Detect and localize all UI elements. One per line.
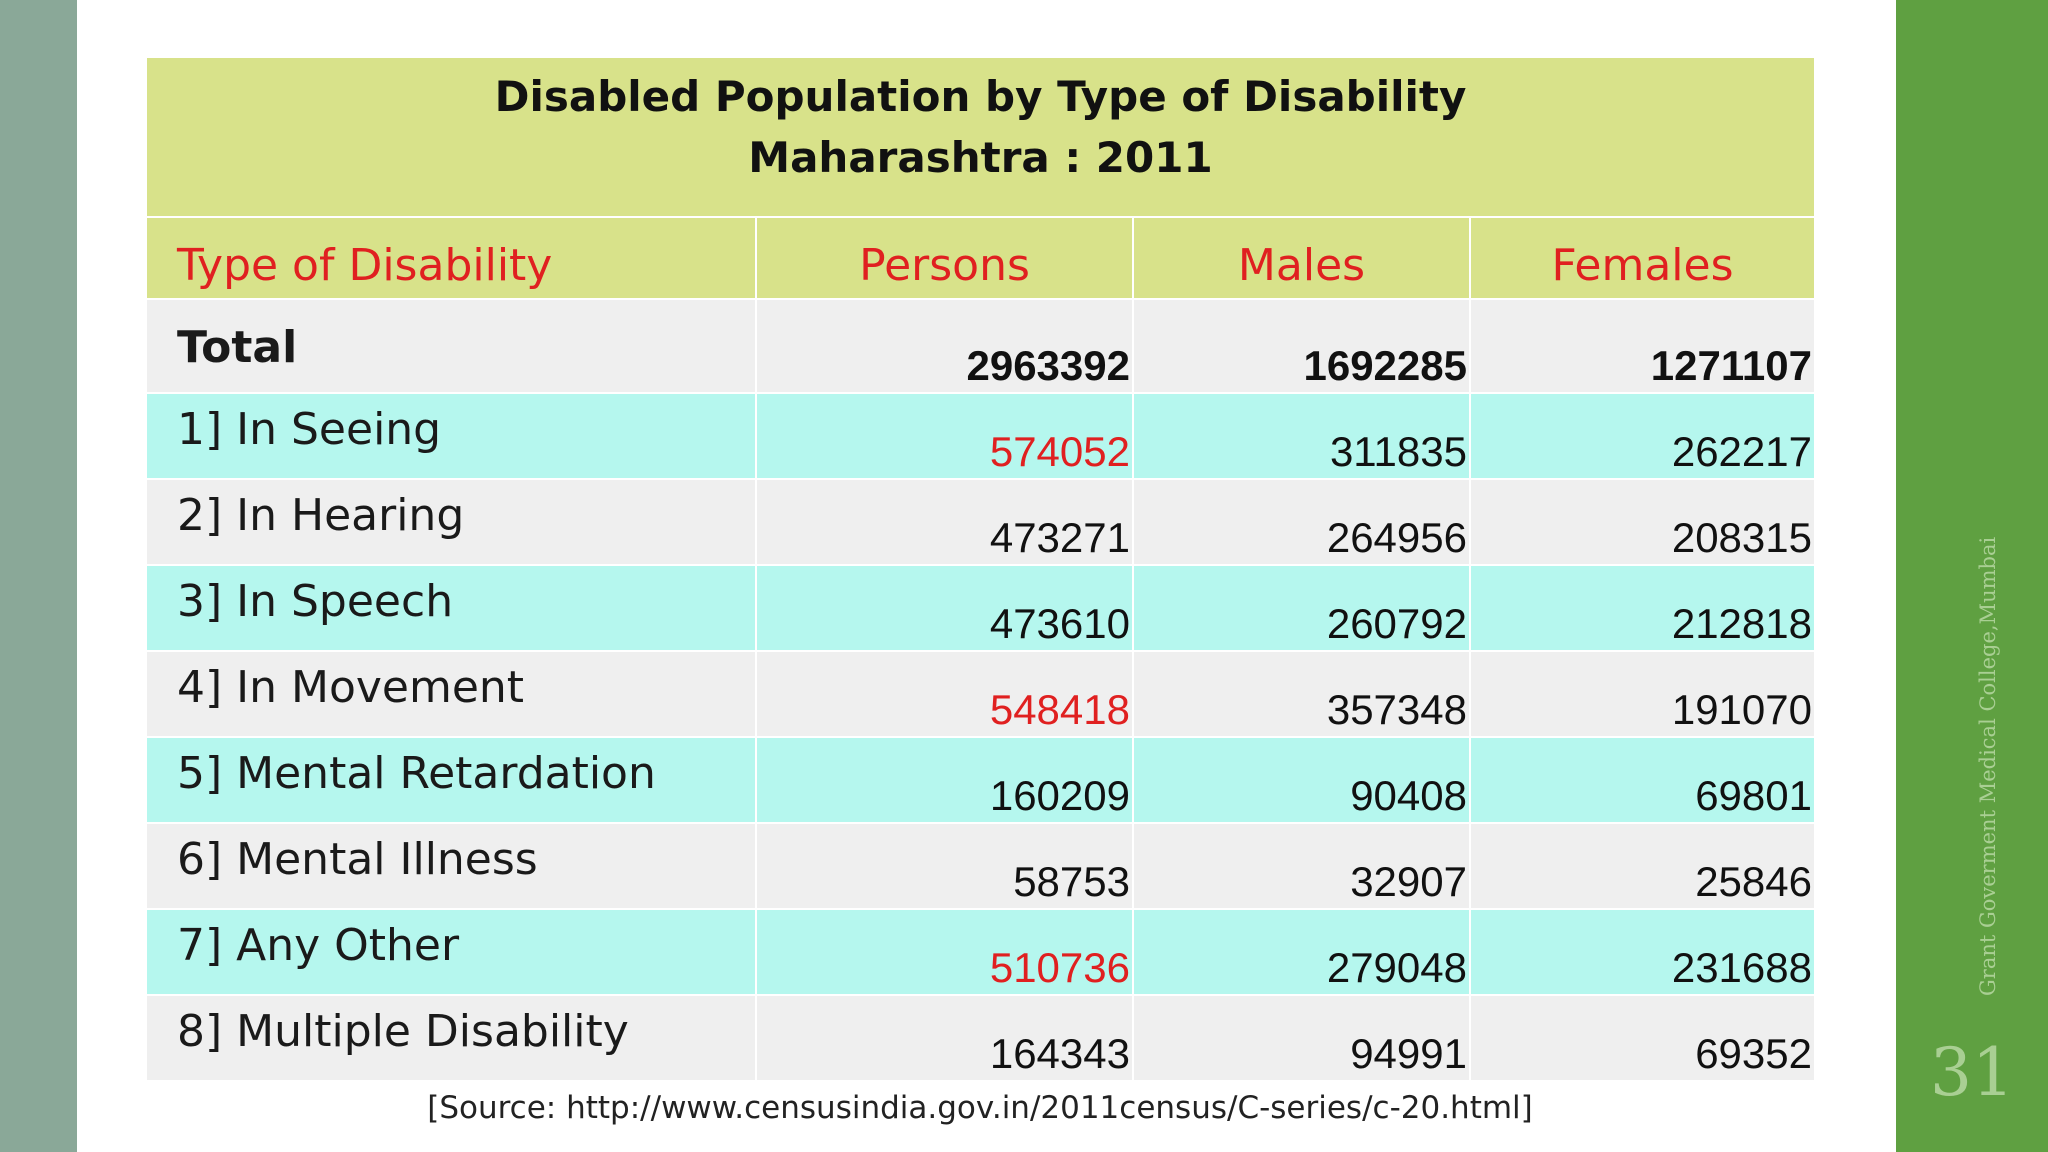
disability-table: Disabled Population by Type of Disabilit…	[147, 58, 1814, 1080]
persons-value: 473271	[989, 514, 1130, 561]
males-value: 260792	[1326, 600, 1467, 647]
header-persons: Persons	[757, 218, 1134, 298]
header-females: Females	[1551, 240, 1734, 291]
persons-value: 58753	[1013, 858, 1130, 905]
females-value: 69801	[1695, 772, 1812, 819]
persons-value: 164343	[989, 1030, 1130, 1077]
table-row-total: Total 2963392 1692285 1271107	[147, 298, 1814, 392]
right-accent-bar	[1896, 0, 2048, 1152]
males-value: 311835	[1329, 428, 1467, 475]
females-value: 191070	[1671, 686, 1812, 733]
table-title-line-2: Maharashtra : 2011	[748, 133, 1213, 182]
males-value: 357348	[1326, 686, 1467, 733]
table-body: 1] In Seeing 574052 311835 262217 2] In Hear…	[147, 392, 1814, 1080]
males-value: 32907	[1350, 858, 1467, 905]
females-value: 208315	[1671, 514, 1812, 561]
table-row: 1] In Seeing 574052 311835 262217	[147, 392, 1814, 478]
header-males: Males	[1134, 218, 1471, 298]
table-header-row: Type of Disability Persons Males Females	[147, 216, 1814, 298]
females-value: 212818	[1671, 600, 1812, 647]
persons-value: 2963392	[966, 342, 1130, 389]
table-row: 6] Mental Illness 58753 32907 25846	[147, 822, 1814, 908]
source-citation: [Source: http://www.censusindia.gov.in/2…	[427, 1090, 1533, 1126]
table-row: 3] In Speech 473610 260792 212818	[147, 564, 1814, 650]
table-row: 4] In Movement 548418 357348 191070	[147, 650, 1814, 736]
header-type: Type of Disability	[147, 218, 757, 298]
females-value: 69352	[1695, 1030, 1812, 1077]
males-value: 279048	[1326, 944, 1467, 991]
left-accent-bar	[0, 0, 77, 1152]
row-label: 6] Mental Illness	[177, 834, 538, 885]
table-title: Disabled Population by Type of Disabilit…	[147, 58, 1814, 216]
males-value: 1692285	[1303, 342, 1467, 389]
males-value: 90408	[1350, 772, 1467, 819]
row-label: 2] In Hearing	[177, 490, 465, 541]
females-value: 1271107	[1650, 342, 1812, 389]
row-label: 7] Any Other	[177, 920, 460, 971]
females-value: 231688	[1671, 944, 1812, 991]
college-name: Grant Goverment Medical College,Mumbai	[1976, 536, 2000, 996]
table-row: 5] Mental Retardation 160209 90408 69801	[147, 736, 1814, 822]
table-row: 8] Multiple Disability 164343 94991 69352	[147, 994, 1814, 1080]
row-label: 5] Mental Retardation	[177, 748, 656, 799]
table-row: 7] Any Other 510736 279048 231688	[147, 908, 1814, 994]
persons-value: 473610	[989, 600, 1130, 647]
slide-number: 31	[1930, 1034, 2014, 1111]
persons-value: 548418	[989, 686, 1130, 733]
row-label: 1] In Seeing	[177, 404, 442, 455]
persons-value: 510736	[989, 944, 1130, 991]
row-label: 4] In Movement	[177, 662, 525, 713]
males-value: 94991	[1350, 1030, 1467, 1077]
females-value: 25846	[1695, 858, 1812, 905]
persons-value: 160209	[989, 772, 1130, 819]
table-row: 2] In Hearing 473271 264956 208315	[147, 478, 1814, 564]
row-label: Total	[177, 322, 298, 373]
table-title-line-1: Disabled Population by Type of Disabilit…	[494, 72, 1467, 121]
males-value: 264956	[1326, 514, 1467, 561]
persons-value: 574052	[989, 428, 1130, 475]
row-label: 8] Multiple Disability	[177, 1006, 629, 1057]
row-label: 3] In Speech	[177, 576, 454, 627]
females-value: 262217	[1671, 428, 1812, 475]
